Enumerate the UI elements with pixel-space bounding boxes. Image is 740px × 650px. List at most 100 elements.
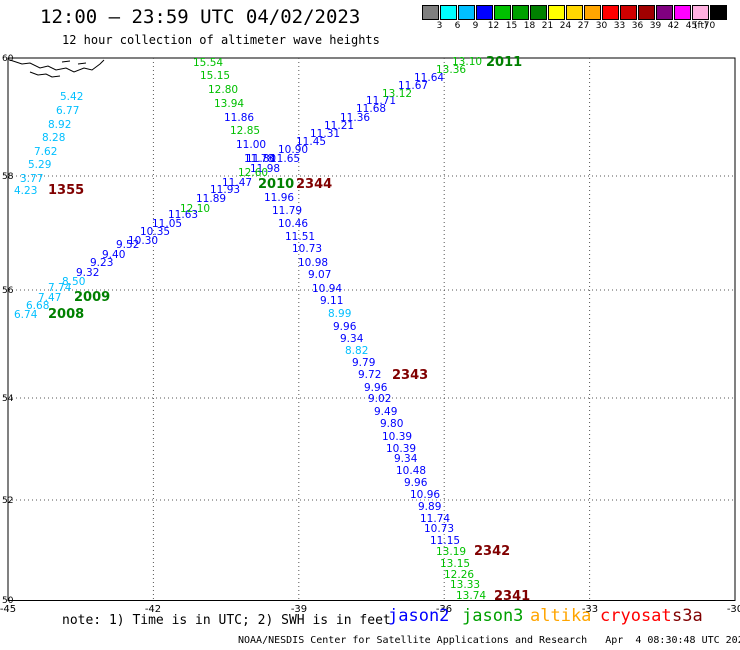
color-scale-value: 21 — [541, 21, 554, 31]
wave-height-value: 12.85 — [230, 125, 260, 137]
color-swatch — [656, 5, 673, 20]
color-swatch — [440, 5, 457, 20]
coastline-fragment — [61, 60, 87, 65]
wave-height-value: 9.34 — [394, 453, 418, 465]
wave-height-value: 10.39 — [386, 443, 416, 455]
wave-height-value: 10.94 — [312, 283, 342, 295]
coastline — [9, 59, 105, 78]
wave-height-value: 11.47 — [222, 177, 252, 189]
wave-height-value: 9.80 — [380, 418, 403, 430]
latitude-labels: 60 58 56 54 52 50 — [2, 54, 14, 606]
wave-height-value: 10.73 — [424, 523, 454, 535]
color-scale-unit: (ft) — [694, 21, 708, 31]
latitude-label: 56 — [2, 286, 14, 296]
color-scale-value: 18 — [523, 21, 536, 31]
legend-jason2: jason2 — [388, 606, 450, 626]
color-scale-value: 3 — [436, 21, 443, 31]
wave-height-value: 11.68 — [356, 103, 386, 115]
wave-height-value: 9.89 — [418, 501, 441, 513]
wave-height-value: 9.49 — [374, 406, 397, 418]
wave-height-value: 3.77 — [20, 173, 43, 185]
pass-id-label: 2011 — [486, 55, 522, 70]
wave-height-value: 8.99 — [328, 308, 351, 320]
color-swatch — [512, 5, 529, 20]
wave-height-value: 11.71 — [366, 95, 396, 107]
wave-height-value: 11.80 — [246, 153, 276, 165]
wave-height-value: 13.33 — [450, 579, 480, 591]
wave-height-value: 9.72 — [358, 369, 381, 381]
wave-height-value: 7.62 — [34, 146, 57, 158]
wave-height-value: 9.79 — [352, 357, 375, 369]
wave-height-value: 11.79 — [272, 205, 302, 217]
map-title: 12:00 – 23:59 UTC 04/02/2023 — [40, 6, 361, 28]
wave-height-value: 4.23 — [14, 185, 37, 197]
color-swatch — [710, 5, 727, 20]
wave-height-value: 11.65 — [270, 153, 300, 165]
latitude-label: 60 — [2, 54, 14, 64]
color-swatch — [584, 5, 601, 20]
longitude-label: -30 — [727, 604, 740, 615]
wave-height-value: 10.48 — [396, 465, 426, 477]
wave-height-value: 11.05 — [152, 218, 182, 230]
wave-height-value: 10.90 — [278, 144, 308, 156]
wave-height-value: 11.36 — [340, 112, 370, 124]
wave-height-value: 11.21 — [324, 120, 354, 132]
wave-height-value: 13.12 — [382, 88, 412, 100]
pass-labels: 1355 2009 2008 2010 2344 2011 2343 2342 2341 — [48, 55, 530, 604]
wave-height-value: 5.42 — [60, 91, 83, 103]
wave-height-value: 9.34 — [340, 333, 364, 345]
color-scale-value: 36 — [631, 21, 644, 31]
wave-height-value: 12.80 — [208, 84, 238, 96]
map-frame — [7, 57, 736, 601]
color-swatch — [494, 5, 511, 20]
wave-height-value: 11.89 — [196, 193, 226, 205]
wave-height-value: 15.54 — [193, 57, 223, 69]
wave-height-value: 8.92 — [48, 119, 71, 131]
wave-height-value: 9.32 — [76, 267, 99, 279]
pass-id-label: 2342 — [474, 544, 510, 559]
note-text: note: 1) Time is in UTC; 2) SWH is in fe… — [62, 613, 391, 628]
color-scale-value: 70 — [703, 21, 716, 31]
color-swatch — [422, 5, 439, 20]
wave-height-value: 6.77 — [56, 105, 79, 117]
latitude-label: 54 — [2, 394, 14, 404]
wave-height-value: 11.98 — [250, 163, 280, 175]
wave-height-value: 10.39 — [382, 431, 412, 443]
color-scale-value: 39 — [649, 21, 662, 31]
longitude-label: -39 — [291, 604, 307, 615]
color-swatch — [530, 5, 547, 20]
pass-id-label: 2341 — [494, 589, 530, 604]
footer-credit: NOAA/NESDIS Center for Satellite Applica… — [238, 635, 740, 646]
color-swatch — [548, 5, 565, 20]
color-swatch — [602, 5, 619, 20]
wave-height-value: 8.50 — [62, 276, 85, 288]
color-scale-value: 30 — [595, 21, 608, 31]
wave-height-value: 11.00 — [236, 139, 266, 151]
wave-height-value: 9.07 — [308, 269, 331, 281]
wave-height-value: 9.96 — [364, 382, 388, 394]
color-swatch — [638, 5, 655, 20]
color-swatch — [620, 5, 637, 20]
wave-height-value: 11.74 — [420, 513, 450, 525]
wave-height-value: 13.19 — [436, 546, 466, 558]
color-scale-value: 33 — [613, 21, 626, 31]
wave-height-value: 10.73 — [292, 243, 322, 255]
longitude-labels: -45 -42 -39 -36 -33 -30 — [0, 604, 740, 615]
wave-height-value: 13.10 — [452, 56, 482, 68]
legend-jason3: jason3 — [462, 606, 524, 626]
wave-height-value: 9.02 — [368, 393, 391, 405]
wave-height-value: 11.31 — [310, 128, 340, 140]
latitude-label: 52 — [2, 496, 13, 506]
color-scale-value: 45 — [685, 21, 698, 31]
wave-height-value: 9.23 — [90, 257, 113, 269]
map-subtitle: 12 hour collection of altimeter wave hei… — [62, 33, 380, 47]
color-swatch — [566, 5, 583, 20]
legend-altika: altika — [530, 606, 592, 626]
wave-height-value: 13.36 — [436, 64, 466, 76]
wave-height-value: 11.78 — [244, 153, 274, 165]
pass-id-label: 2010 — [258, 177, 294, 192]
wave-height-value: 6.68 — [26, 300, 49, 312]
wave-height-value: 8.82 — [345, 345, 368, 357]
pass-id-label: 2343 — [392, 368, 428, 383]
wave-height-value: 13.74 — [456, 590, 486, 602]
